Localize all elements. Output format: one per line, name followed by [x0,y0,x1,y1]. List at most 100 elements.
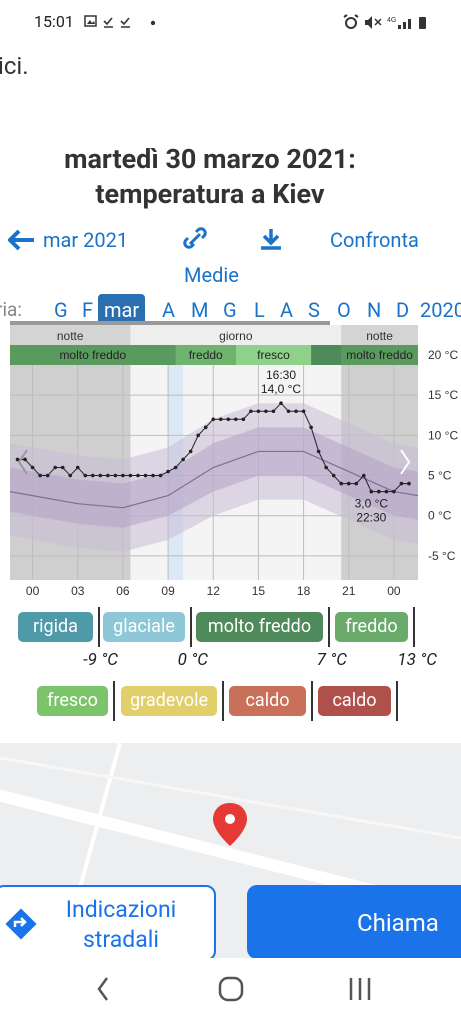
temperature-point [106,473,110,478]
temperature-point [151,473,155,478]
month-link[interactable]: A [162,298,176,322]
directions-button[interactable]: Indicazioni stradali [0,885,216,961]
month-link[interactable]: G [223,298,237,322]
temperature-point [83,473,88,478]
month-link[interactable]: S [308,298,320,322]
threshold-label: 7 °C [316,650,347,670]
period-cell [130,325,342,345]
level-button[interactable]: caldo [318,686,391,716]
month-link[interactable]: L [254,298,265,322]
level-separator [190,607,192,647]
month-selected[interactable]: mar [98,294,146,326]
level-button[interactable]: fresco [37,686,108,716]
call-label: Chiama [357,909,439,937]
compare-link[interactable]: Confronta [330,228,419,252]
months-prefix: ria: [0,298,22,321]
band-cell [235,345,312,365]
temperature-point [23,457,27,462]
month-link[interactable]: M [191,298,209,322]
intro-fragment: ici. [0,52,29,80]
level-separator [98,607,100,647]
scroll-right[interactable] [400,449,411,475]
temperature-point [188,449,193,454]
y-tick-label: 0 °C [428,509,452,523]
status-icons-left [84,15,156,28]
band-cell [341,345,418,365]
period-label: notte [57,329,84,343]
y-tick-label: -5 °C [428,549,456,563]
x-tick-label: 12 [207,584,221,598]
month-link[interactable]: A [280,298,294,322]
call-button[interactable]: Chiama [247,885,461,959]
temperature-point [399,481,404,486]
temperature-point [226,417,231,422]
month-link[interactable]: N [367,298,382,322]
level-button[interactable]: rigida [18,612,93,642]
temperature-point [143,473,148,478]
temperature-point [294,409,298,414]
back-arrow[interactable] [8,229,36,251]
directions-label: Indicazioni stradali [36,895,206,955]
band-cell [175,345,236,365]
month-link[interactable]: O [337,298,351,322]
temperature-point [91,473,95,478]
level-button[interactable]: caldo [229,686,306,716]
prev-month-link[interactable]: mar 2021 [43,228,129,252]
month-link[interactable]: D [396,298,410,322]
temperature-point [316,449,321,454]
temperature-point [264,409,268,414]
level-button[interactable]: freddo [335,612,408,642]
band-label: fresco [257,348,290,362]
month-link[interactable]: G [54,298,68,322]
level-button[interactable]: gradevole [121,686,217,716]
annotation-text: 14,0 °C [261,382,301,396]
temperature-point [181,457,185,462]
temperature-point [38,473,42,478]
y-tick-label: 10 °C [428,428,458,442]
annotation-text: 3,0 °C [355,497,389,511]
x-tick-label: 00 [387,584,401,598]
scrollbar [10,321,330,325]
band-label: molto freddo [59,348,126,362]
annotation-time: 22:30 [356,511,386,525]
period-label: notte [366,329,393,343]
temperature-point [339,481,344,486]
month-link[interactable]: F [82,298,94,322]
nav-bar [0,958,461,1024]
temperature-point [113,473,118,478]
download-icon[interactable] [259,227,283,251]
temperature-point [75,465,80,470]
period-label: giorno [219,329,253,343]
temperature-point [53,465,57,470]
temperature-point [286,409,291,414]
temperature-point [407,481,411,486]
temperature-point [121,473,125,478]
year-link[interactable]: 2020 [420,298,461,322]
temperature-point [377,489,381,494]
temperature-chart: notte giorno notte molto freddo freddo fresco… [9,325,458,598]
temperature-point [98,473,103,478]
temperature-point [249,409,253,414]
temperature-point [384,489,389,494]
temperature-point [203,425,208,430]
level-button[interactable]: molto freddo [196,612,323,642]
directions-line: Indicazioni [65,896,177,923]
temperature-point [218,417,223,422]
level-separator [328,607,330,647]
mean-line [9,450,419,509]
heading-line: martedì 30 marzo 2021: [64,143,356,175]
inner-range [10,427,418,528]
scroll-left[interactable] [17,449,28,475]
x-tick-label: 06 [116,584,130,598]
period-cell [341,325,418,345]
averages-link[interactable]: Medie [184,263,239,287]
threshold-label: 13 °C [397,650,437,670]
x-tick-label: 18 [297,584,311,598]
band-label: molto freddo [346,348,413,362]
directions-line: stradali [83,926,159,953]
link-icon[interactable] [182,226,208,252]
temperature-point [30,465,35,470]
x-tick-label: 03 [71,584,85,598]
level-button[interactable]: glaciale [103,612,185,642]
